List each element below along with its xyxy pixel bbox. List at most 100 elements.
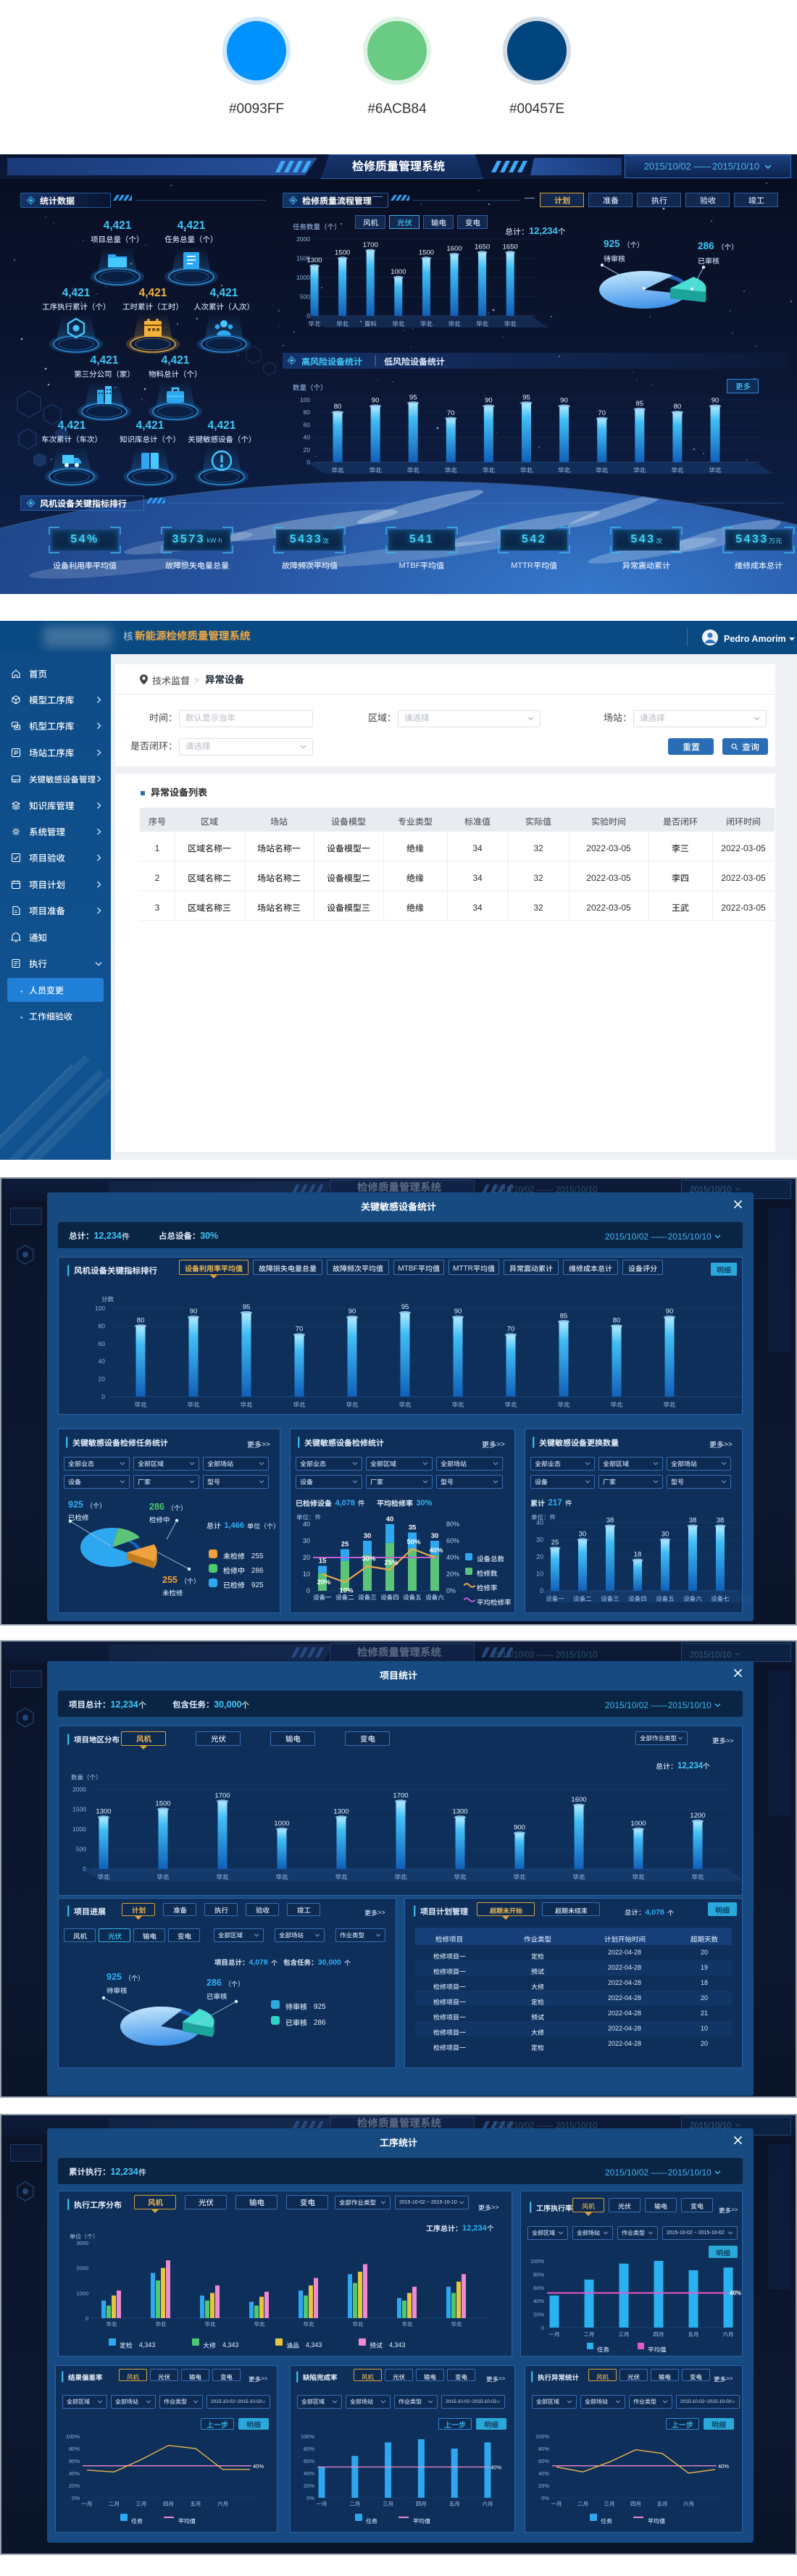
svg-text:80: 80 bbox=[99, 1322, 106, 1329]
svg-text:30: 30 bbox=[303, 1537, 310, 1544]
svg-text:900: 900 bbox=[514, 1824, 525, 1832]
svg-text:30: 30 bbox=[536, 1536, 543, 1544]
svg-text:1300: 1300 bbox=[333, 1808, 349, 1816]
svg-text:20%: 20% bbox=[446, 1571, 459, 1578]
svg-text:2000: 2000 bbox=[76, 2265, 88, 2272]
svg-text:0: 0 bbox=[85, 2315, 88, 2322]
svg-text:60%: 60% bbox=[533, 2285, 544, 2291]
svg-text:35: 35 bbox=[409, 1524, 417, 1532]
svg-text:1000: 1000 bbox=[391, 268, 406, 276]
svg-text:95: 95 bbox=[401, 1303, 409, 1311]
svg-text:1700: 1700 bbox=[363, 241, 378, 249]
svg-text:38: 38 bbox=[717, 1517, 725, 1525]
svg-text:1000: 1000 bbox=[630, 1820, 646, 1828]
svg-text:90: 90 bbox=[560, 397, 568, 405]
svg-text:80: 80 bbox=[613, 1316, 621, 1324]
svg-text:40%: 40% bbox=[253, 2463, 264, 2470]
svg-text:100%: 100% bbox=[535, 2433, 550, 2440]
svg-text:1000: 1000 bbox=[274, 1820, 289, 1828]
svg-text:50%: 50% bbox=[406, 1539, 421, 1547]
svg-text:1600: 1600 bbox=[446, 245, 462, 253]
svg-text:85: 85 bbox=[636, 400, 644, 408]
svg-text:1300: 1300 bbox=[306, 256, 322, 264]
svg-text:40%: 40% bbox=[718, 2463, 729, 2470]
svg-text:1300: 1300 bbox=[96, 1808, 111, 1816]
svg-text:2000: 2000 bbox=[296, 235, 310, 243]
svg-text:0: 0 bbox=[306, 459, 310, 466]
svg-text:70: 70 bbox=[507, 1326, 515, 1334]
svg-text:60%: 60% bbox=[304, 2458, 314, 2464]
svg-text:90: 90 bbox=[190, 1308, 198, 1316]
svg-text:1500: 1500 bbox=[72, 1806, 86, 1813]
svg-text:1500: 1500 bbox=[296, 255, 310, 262]
svg-text:60: 60 bbox=[304, 421, 311, 428]
svg-text:1300: 1300 bbox=[452, 1808, 467, 1816]
svg-text:0: 0 bbox=[101, 1393, 105, 1400]
svg-text:60%: 60% bbox=[69, 2458, 80, 2464]
svg-text:20: 20 bbox=[536, 1553, 543, 1560]
svg-text:70: 70 bbox=[296, 1326, 304, 1334]
svg-text:1500: 1500 bbox=[419, 249, 434, 257]
svg-text:1000: 1000 bbox=[296, 274, 310, 281]
svg-text:40: 40 bbox=[99, 1358, 106, 1365]
svg-text:0: 0 bbox=[306, 1587, 310, 1594]
svg-text:100: 100 bbox=[300, 396, 310, 403]
svg-text:25: 25 bbox=[341, 1541, 349, 1549]
svg-text:80%: 80% bbox=[69, 2446, 80, 2452]
svg-text:0%: 0% bbox=[72, 2495, 80, 2501]
svg-text:20%: 20% bbox=[304, 2483, 314, 2489]
svg-text:0%: 0% bbox=[446, 1587, 456, 1594]
svg-text:80: 80 bbox=[304, 409, 311, 416]
svg-text:500: 500 bbox=[300, 293, 310, 301]
svg-text:1500: 1500 bbox=[335, 249, 350, 257]
svg-text:40%: 40% bbox=[69, 2470, 80, 2477]
svg-text:80%: 80% bbox=[446, 1521, 459, 1528]
svg-text:40: 40 bbox=[303, 1521, 310, 1528]
svg-text:70: 70 bbox=[447, 409, 455, 417]
svg-text:0: 0 bbox=[83, 1865, 86, 1873]
svg-text:2000: 2000 bbox=[72, 1786, 86, 1793]
svg-text:60%: 60% bbox=[538, 2458, 549, 2464]
svg-text:20%: 20% bbox=[533, 2312, 544, 2318]
svg-text:20%: 20% bbox=[69, 2483, 80, 2489]
svg-text:95: 95 bbox=[243, 1303, 251, 1311]
svg-text:1650: 1650 bbox=[503, 243, 518, 251]
svg-text:60%: 60% bbox=[446, 1537, 459, 1544]
svg-text:15: 15 bbox=[319, 1557, 327, 1565]
svg-text:90: 90 bbox=[349, 1308, 356, 1316]
svg-text:20%: 20% bbox=[317, 1578, 331, 1586]
svg-text:1200: 1200 bbox=[690, 1812, 705, 1820]
svg-text:100%: 100% bbox=[301, 2433, 315, 2440]
svg-text:0: 0 bbox=[541, 2325, 544, 2331]
svg-text:40%: 40% bbox=[491, 2464, 501, 2471]
svg-text:40: 40 bbox=[304, 434, 311, 441]
svg-text:100%: 100% bbox=[66, 2433, 80, 2440]
svg-text:38: 38 bbox=[606, 1517, 614, 1525]
svg-text:90: 90 bbox=[485, 397, 493, 405]
svg-text:80%: 80% bbox=[538, 2446, 549, 2452]
svg-text:30: 30 bbox=[364, 1532, 372, 1540]
svg-text:40%: 40% bbox=[538, 2470, 549, 2477]
svg-text:70: 70 bbox=[598, 409, 606, 417]
svg-text:90: 90 bbox=[712, 397, 719, 405]
svg-text:80: 80 bbox=[137, 1316, 145, 1324]
svg-text:85: 85 bbox=[560, 1312, 568, 1320]
svg-text:95: 95 bbox=[522, 393, 530, 401]
svg-text:1000: 1000 bbox=[72, 1826, 86, 1833]
svg-text:30: 30 bbox=[579, 1531, 587, 1539]
svg-text:1650: 1650 bbox=[475, 243, 490, 251]
svg-text:0: 0 bbox=[306, 312, 310, 319]
svg-text:40: 40 bbox=[386, 1515, 394, 1523]
svg-text:40%: 40% bbox=[304, 2470, 314, 2477]
svg-text:1600: 1600 bbox=[571, 1796, 586, 1804]
svg-text:0: 0 bbox=[540, 1587, 543, 1594]
svg-text:25%: 25% bbox=[384, 1559, 398, 1567]
svg-text:40%: 40% bbox=[533, 2298, 544, 2304]
svg-text:60: 60 bbox=[99, 1340, 106, 1347]
svg-text:90: 90 bbox=[666, 1308, 674, 1316]
svg-text:30: 30 bbox=[662, 1531, 669, 1539]
svg-text:80%: 80% bbox=[304, 2446, 314, 2452]
svg-text:80: 80 bbox=[674, 403, 682, 411]
svg-text:20: 20 bbox=[304, 446, 311, 453]
svg-text:10%: 10% bbox=[339, 1587, 354, 1595]
